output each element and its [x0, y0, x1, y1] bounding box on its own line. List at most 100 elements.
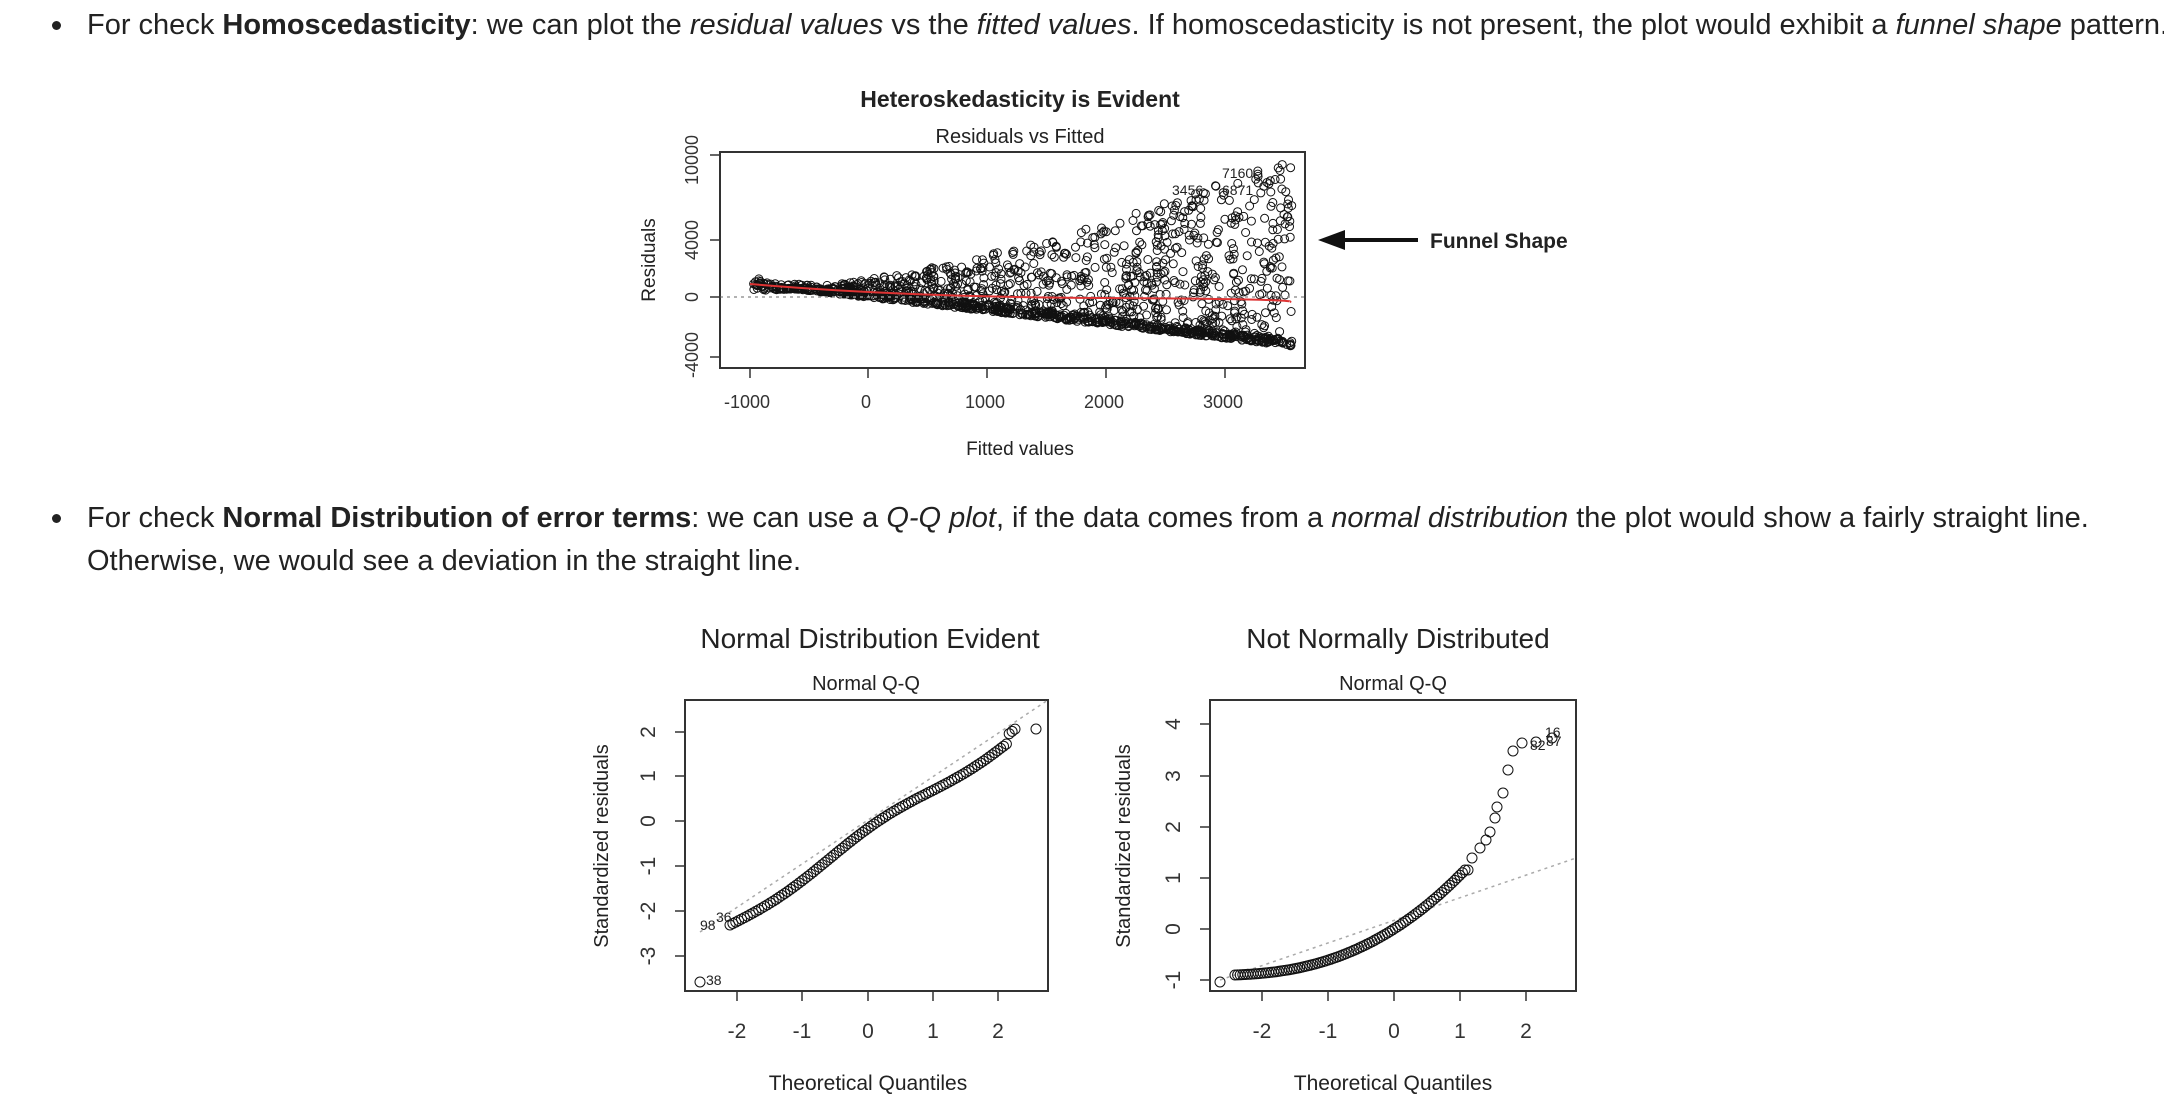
scatter-point — [1180, 218, 1190, 228]
scatter-point — [1280, 234, 1290, 244]
scatter-point — [1031, 300, 1041, 310]
scatter-point — [1084, 317, 1094, 327]
scatter-point — [1124, 280, 1134, 290]
scatter-point — [1100, 278, 1110, 287]
scatter-point — [1172, 242, 1182, 252]
scatter-point — [1193, 262, 1203, 271]
scatter-point — [1271, 253, 1281, 263]
scatter-point — [1252, 238, 1262, 248]
scatter-point — [1062, 270, 1072, 280]
point-label: 38 — [706, 972, 722, 988]
scatter-point — [943, 284, 952, 294]
x-axis-label: Theoretical Quantiles — [769, 1072, 967, 1095]
scatter-point — [856, 826, 868, 838]
y-tick-label: -4000 — [682, 332, 702, 378]
scatter-point — [1283, 276, 1293, 286]
scatter-point — [1195, 287, 1205, 297]
x-tick-label: 0 — [862, 1020, 874, 1043]
scatter-point — [1225, 314, 1235, 324]
smoothed-trend-line — [749, 283, 1292, 303]
scatter-point — [1196, 204, 1206, 213]
scatter-point — [1216, 195, 1226, 205]
scatter-point — [1171, 243, 1180, 253]
scatter-point — [782, 886, 794, 897]
scatter-point — [1000, 738, 1012, 750]
scatter-point — [773, 891, 785, 903]
scatter-point — [1230, 308, 1239, 318]
scatter-point — [1147, 295, 1157, 305]
scatter-point — [1257, 273, 1267, 283]
point-label: 16 — [1545, 724, 1561, 740]
scatter-point — [1106, 262, 1116, 272]
scatter-point — [1067, 271, 1077, 281]
scatter-point — [908, 297, 918, 307]
text-segment: : we can plot the — [470, 9, 690, 41]
scatter-point — [960, 766, 972, 778]
scatter-point — [1546, 732, 1558, 744]
scatter-point — [1209, 275, 1219, 285]
x-axis: -2 -1 0 1 2 Theoretical Quantiles — [728, 990, 1004, 1095]
scatter-point — [1170, 278, 1180, 288]
scatter-point — [951, 771, 963, 783]
scatter-point — [1228, 254, 1238, 264]
y-tick-label: -2 — [637, 902, 660, 921]
scatter-point — [1226, 218, 1236, 228]
scatter-point — [1075, 276, 1085, 286]
scatter-point — [1214, 976, 1226, 988]
y-tick-label: -3 — [637, 947, 660, 966]
bold-term: Normal Distribution of error terms — [222, 502, 692, 534]
x-axis: -1000 0 1000 2000 3000 Fitted values — [724, 367, 1243, 460]
scatter-point — [796, 875, 808, 887]
scatter-point — [793, 877, 805, 889]
scatter-point — [1268, 255, 1278, 265]
scatter-point — [1241, 228, 1251, 237]
scatter-point — [1008, 248, 1018, 257]
scatter-point — [1158, 258, 1168, 268]
scatter-point — [1234, 275, 1243, 285]
scatter-point — [1097, 223, 1107, 233]
scatter-point — [862, 822, 874, 834]
scatter-point — [1029, 259, 1039, 268]
scatter-point — [962, 267, 972, 277]
scatter-point — [1256, 188, 1266, 198]
scatter-point — [747, 907, 759, 919]
scatter-point — [1168, 259, 1178, 269]
scatter-point — [957, 279, 967, 289]
scatter-point — [885, 807, 897, 819]
scatter-point — [1048, 310, 1058, 320]
y-tick-label: 1 — [637, 770, 660, 782]
scatter-point — [1287, 201, 1297, 211]
scatter-point — [1009, 723, 1021, 735]
scatter-point — [1229, 269, 1239, 279]
scatter-point — [1009, 246, 1019, 256]
scatter-point — [1271, 313, 1281, 323]
scatter-point — [1196, 212, 1206, 222]
scatter-point — [776, 889, 788, 901]
scatter-point — [1204, 254, 1214, 264]
text-segment: . If homoscedasticity is not present, th… — [1131, 9, 1896, 41]
x-tick-label: 2 — [992, 1020, 1004, 1043]
scatter-point — [1081, 224, 1091, 234]
scatter-point — [1131, 248, 1141, 258]
scatter-point — [1166, 216, 1176, 226]
qq-normal-figure: Normal Distribution Evident Normal Q-Q 3… — [591, 623, 1049, 1095]
scatter-point — [1130, 291, 1140, 301]
scatter-point — [776, 280, 786, 290]
scatter-point — [1045, 278, 1055, 288]
scatter-point — [1273, 333, 1283, 343]
x-tick-label: -2 — [1253, 1020, 1272, 1043]
scatter-point — [1230, 219, 1240, 229]
scatter-point — [951, 281, 961, 291]
scatter-point — [1285, 232, 1295, 242]
scatter-point — [1253, 178, 1263, 188]
qq-reference-line — [1219, 857, 1577, 981]
scatter-point — [1142, 286, 1152, 295]
scatter-point — [1105, 296, 1115, 306]
scatter-point — [975, 757, 986, 769]
scatter-point — [996, 274, 1006, 284]
scatter-point — [1207, 269, 1217, 279]
italic-term: Q-Q plot — [886, 502, 996, 534]
scatter-point — [1246, 274, 1256, 284]
scatter-point — [1153, 232, 1163, 242]
scatter-point — [1246, 335, 1256, 345]
